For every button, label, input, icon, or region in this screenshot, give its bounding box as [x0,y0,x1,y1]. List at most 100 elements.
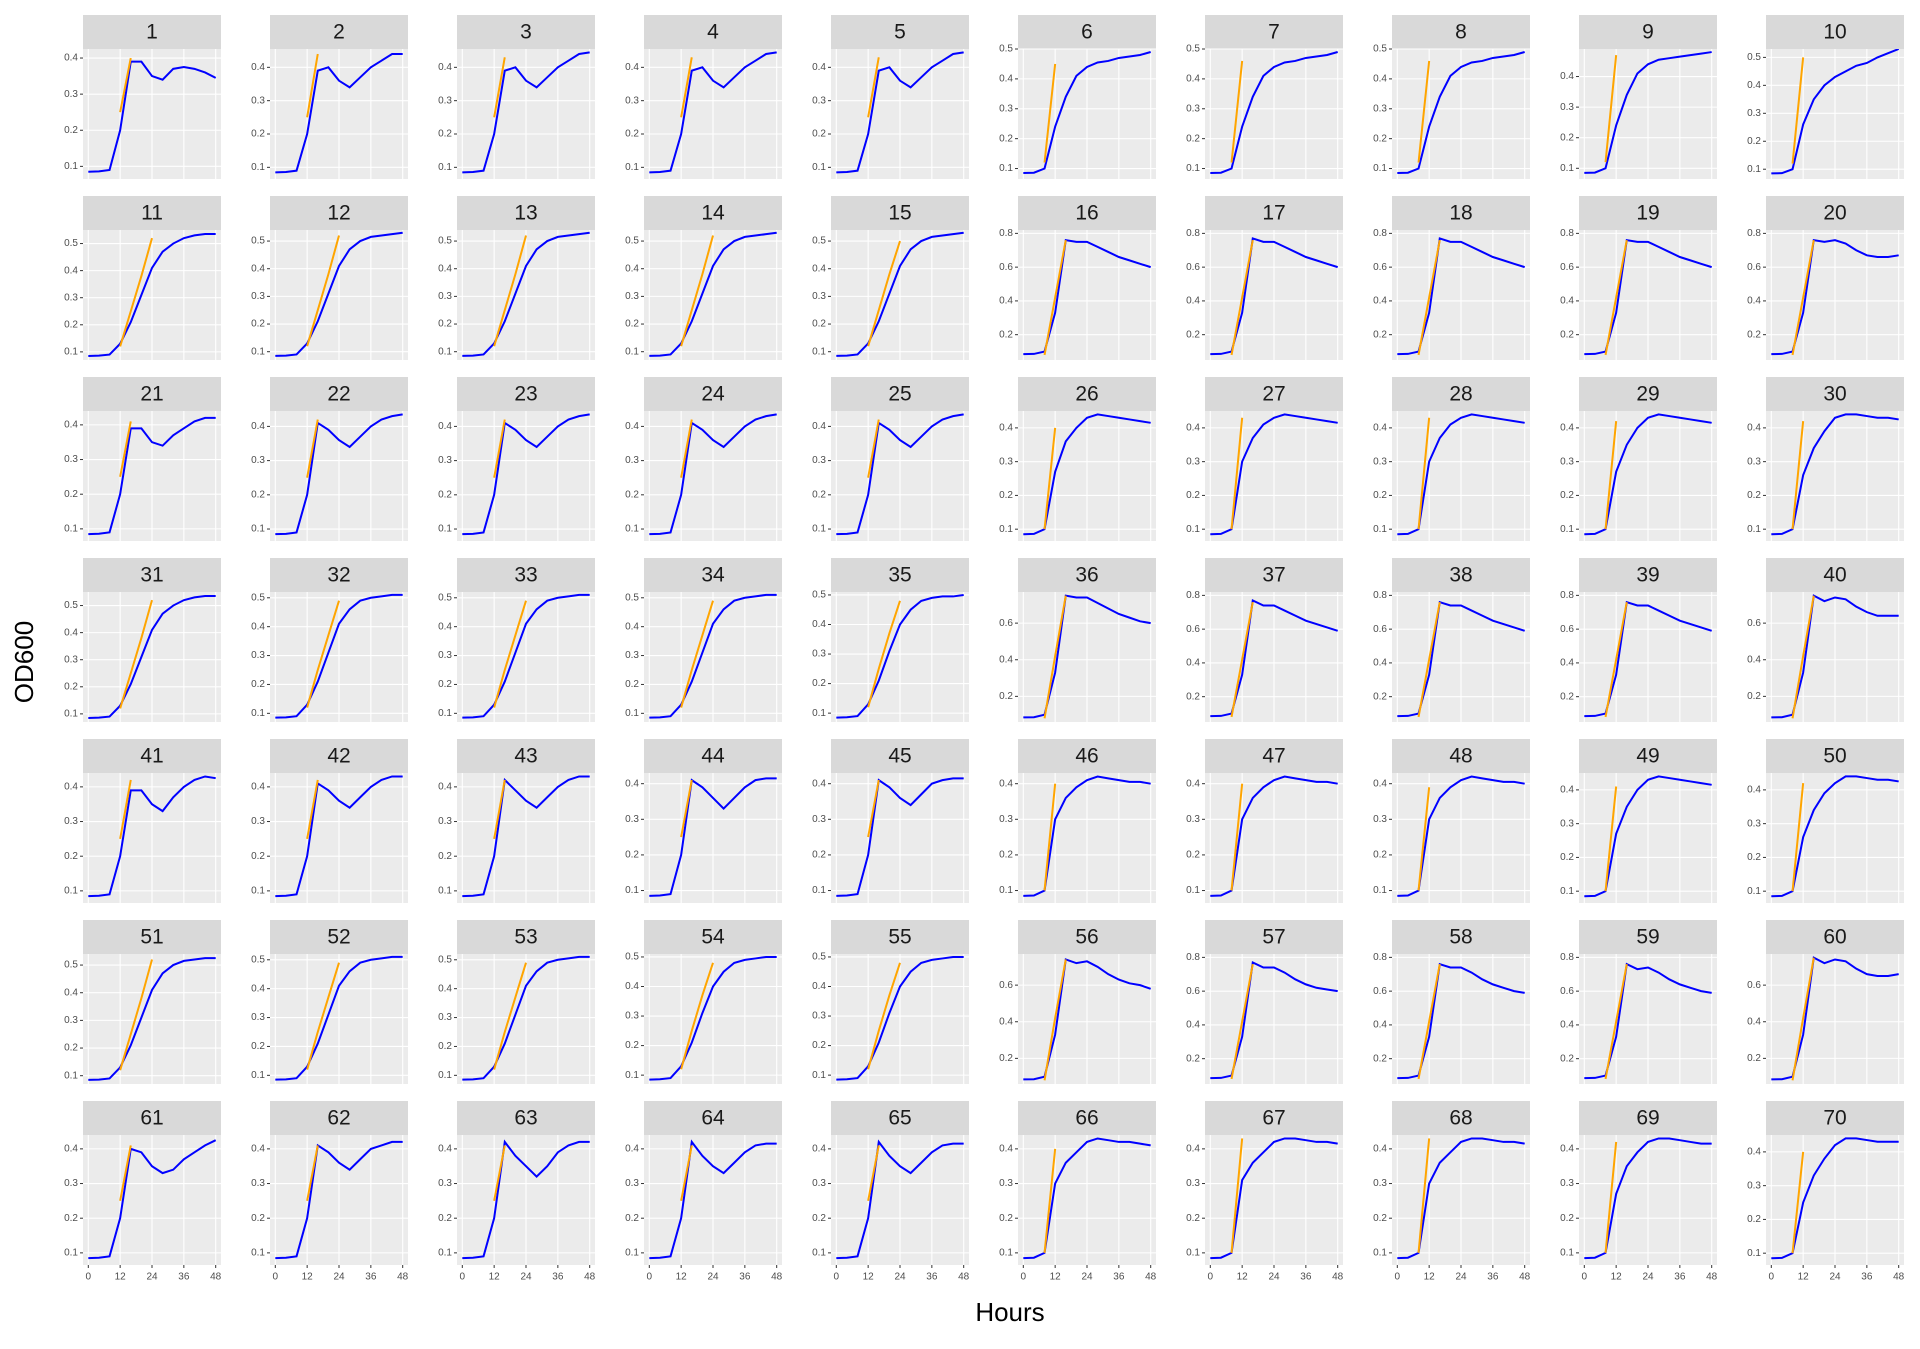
curves [1397,413,1525,536]
strip [457,377,595,411]
curve [88,60,217,173]
curve [649,955,777,1081]
x-tick-label: 36 [1487,1272,1499,1283]
y-tick-label: 0.4 [1747,1147,1761,1158]
strip-title: 63 [514,1107,537,1130]
panel: 56 0.2 0.4 0.6 [999,920,1156,1084]
curve [306,419,319,478]
strip [1018,15,1156,49]
y-tick-label: 0.5 [64,960,78,971]
x-tick-label: 48 [210,1272,222,1283]
curves [836,593,964,719]
x-tick-label: 48 [397,1272,409,1283]
panel: 55 0.1 0.2 0.3 0.4 0.5 [812,920,969,1084]
curve [680,419,693,478]
strip-title: 33 [514,564,537,587]
y-tick-label: 0.2 [1560,1213,1574,1224]
y-tick-label: 0.4 [1560,71,1574,82]
y-tick-label: 0.1 [251,1248,265,1259]
strip-title: 62 [327,1107,350,1130]
panel: 5 0.1 0.2 0.3 0.4 [812,15,969,179]
strip-title: 8 [1455,21,1467,44]
y-tick-label: 0.2 [1186,133,1200,144]
strip [1392,1101,1530,1135]
curves [1397,237,1525,356]
strip [1018,377,1156,411]
curve [867,57,880,118]
panel: 53 0.1 0.2 0.3 0.4 0.5 [438,920,595,1084]
x-tick-label: 24 [1268,1272,1280,1283]
y-tick-label: 0.1 [1373,885,1387,896]
x-tick-label: 0 [460,1272,466,1283]
y-tick-label: 0.4 [625,778,639,789]
strip-title: 46 [1075,745,1098,768]
curves [1397,600,1525,718]
curves [1023,413,1151,536]
y-tick-label: 0.5 [1373,44,1387,55]
curve [836,955,964,1081]
y-tick-label: 0.3 [438,1178,452,1189]
x-tick-label: 36 [1861,1272,1873,1283]
y-tick-label: 0.4 [625,981,639,992]
curves [1210,775,1338,897]
y-tick-label: 0.4 [1186,296,1200,307]
y-tick-label: 0.1 [625,885,639,896]
y-tick-label: 0.2 [251,129,265,140]
curves [275,775,403,898]
curves [1584,51,1712,174]
strip [644,15,782,49]
y-tick-label: 0.1 [1373,1248,1387,1259]
strip-title: 34 [701,564,725,587]
curve [493,600,527,708]
x-tick-label: 0 [1582,1272,1588,1283]
curves [836,955,964,1081]
y-tick-label: 0.4 [1373,296,1387,307]
curve [275,413,403,536]
y-tick-label: 0.2 [1373,850,1387,861]
y-tick-label: 0.1 [64,161,78,172]
curves [275,53,403,174]
curve [462,413,590,536]
curves [836,413,964,536]
strip [270,1101,408,1135]
curve [88,957,216,1081]
curve [1604,601,1628,718]
strip-title: 26 [1075,383,1098,406]
strip [1766,15,1904,49]
curve [1417,60,1431,163]
y-tick-label: 0.2 [251,1041,265,1052]
y-tick-label: 0.4 [812,263,826,274]
y-tick-label: 0.2 [1373,1053,1387,1064]
strip-title: 64 [701,1107,725,1130]
y-tick-label: 0.1 [1186,1248,1200,1259]
y-tick-label: 0.5 [251,954,265,965]
x-tick-label: 0 [1395,1272,1401,1283]
y-tick-label: 0.5 [999,44,1013,55]
x-tick-label: 48 [1706,1272,1718,1283]
strip-title: 54 [701,926,725,949]
y-tick-label: 0.2 [812,129,826,140]
y-tick-label: 0.3 [1186,103,1200,114]
curve [275,593,403,719]
x-tick-label: 48 [771,1272,783,1283]
panel: 63 0.1 0.2 0.3 0.4 0 12 24 36 48 [438,1101,596,1283]
curves [836,51,964,174]
y-tick-label: 0.3 [64,654,78,665]
curve [1023,51,1151,175]
y-tick-label: 0.2 [64,489,78,500]
panel: 28 0.1 0.2 0.3 0.4 [1373,377,1530,541]
panel: 41 0.1 0.2 0.3 0.4 [64,739,221,903]
strip-title: 13 [514,202,537,225]
curve [1604,55,1618,163]
curve [306,600,340,708]
y-tick-label: 0.1 [812,1248,826,1259]
y-tick-label: 0.3 [1747,1180,1761,1191]
y-tick-label: 0.2 [1560,132,1574,143]
strip [1392,15,1530,49]
y-tick-label: 0.4 [1747,296,1761,307]
y-tick-label: 0.3 [64,1178,78,1189]
y-tick-label: 0.4 [1747,1016,1761,1027]
strip-title: 16 [1075,202,1098,225]
x-tick-label: 48 [1332,1272,1344,1283]
curves [1584,962,1712,1080]
